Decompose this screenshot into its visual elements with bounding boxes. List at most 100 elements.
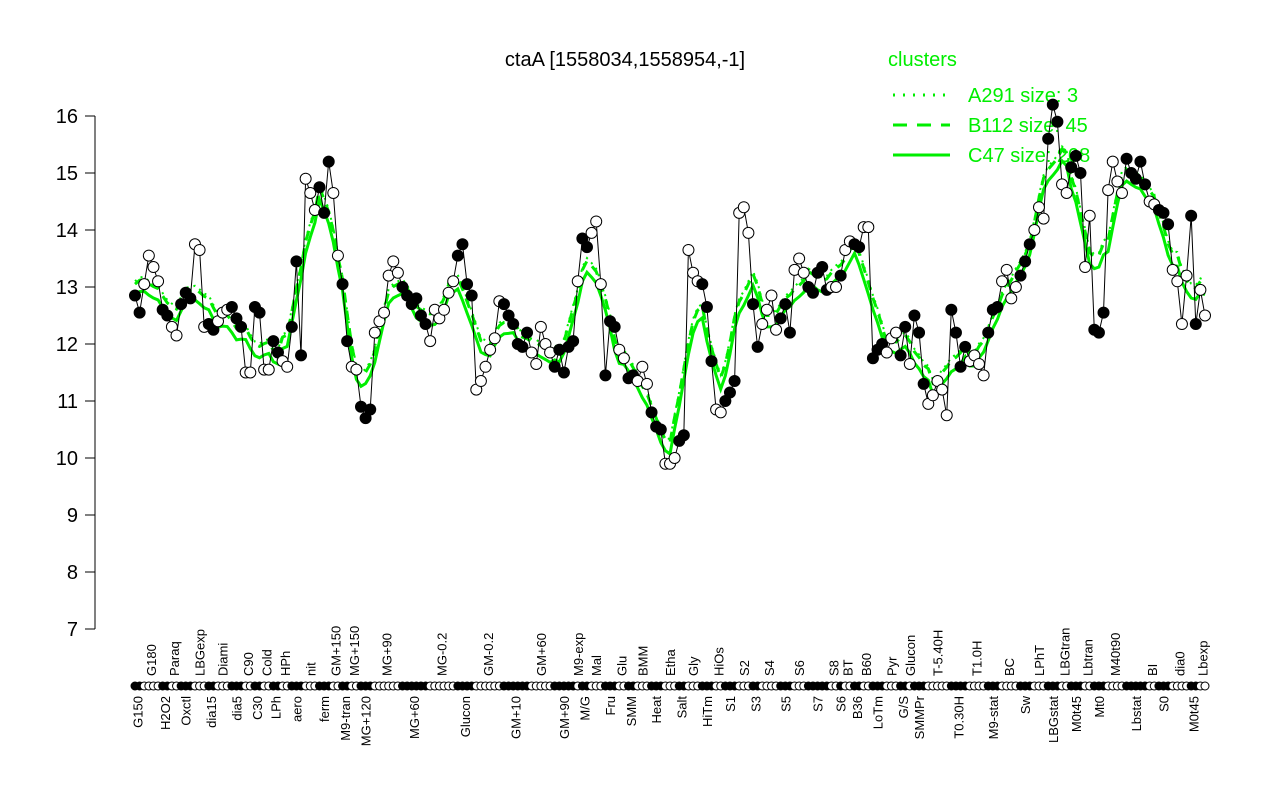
x-tick-label: S4 <box>762 660 777 676</box>
data-point <box>521 326 534 339</box>
x-tick-label: Paraq <box>167 641 182 676</box>
x-tick-label: B36 <box>850 696 865 719</box>
data-point <box>982 326 995 339</box>
data-point <box>654 423 667 436</box>
data-point <box>364 403 377 416</box>
data-point <box>959 340 972 353</box>
data-point <box>313 181 326 194</box>
x-tick-label: S5 <box>778 696 793 712</box>
data-point <box>497 298 510 311</box>
data-point <box>949 326 962 339</box>
data-point <box>806 286 819 299</box>
data-point <box>262 363 275 376</box>
data-point <box>442 286 455 299</box>
data-point <box>1092 326 1105 339</box>
data-point <box>996 275 1009 288</box>
data-point <box>668 452 681 464</box>
legend: clusters A291 size: 3 B112 size: 45 C47 … <box>888 49 1090 167</box>
x-tick-label: Oxctl <box>179 696 194 726</box>
x-tick-label: Diami <box>216 643 231 676</box>
y-tick-label: 15 <box>56 163 78 185</box>
data-point <box>1106 155 1119 168</box>
data-point <box>936 383 949 396</box>
y-tick-label: 10 <box>56 448 78 470</box>
data-point <box>1065 161 1078 174</box>
data-point <box>142 249 155 262</box>
data-point <box>1009 281 1022 293</box>
data-point <box>608 320 621 333</box>
cluster-line-b112 <box>134 146 1206 446</box>
x-tick-label: BC <box>1002 658 1017 676</box>
sample-marker <box>1200 681 1210 691</box>
x-tick-label: M/G <box>578 696 593 721</box>
x-tick-label: MG+120 <box>359 696 374 746</box>
x-tick-label: G/S <box>896 696 911 719</box>
x-tick-label: SMMPr <box>912 695 927 739</box>
data-point <box>894 349 907 362</box>
x-tick-label: BT <box>841 659 856 676</box>
x-tick-label: M0t45 <box>1186 696 1201 732</box>
x-tick-label: GM+90 <box>557 696 572 739</box>
x-tick-label: LoTm <box>871 696 886 729</box>
data-point <box>184 292 197 305</box>
data-point <box>696 278 709 291</box>
data-point <box>1139 178 1152 191</box>
data-point <box>714 406 727 419</box>
data-point <box>488 332 501 345</box>
x-tick-label: GM+150 <box>329 626 344 676</box>
x-tick-label: S3 <box>748 696 763 712</box>
data-point <box>193 243 206 256</box>
x-tick-label: HPh <box>278 651 293 676</box>
data-point <box>1069 149 1082 162</box>
data-point <box>599 369 612 382</box>
x-tick-label: Mt0 <box>1092 696 1107 718</box>
data-point <box>331 249 344 262</box>
data-point <box>913 326 926 339</box>
y-tick-label: 14 <box>56 220 78 242</box>
data-point <box>1102 184 1115 197</box>
data-point <box>1162 218 1175 231</box>
x-tick-label: M9-exp <box>571 633 586 676</box>
data-point <box>378 306 391 319</box>
data-point <box>548 360 561 373</box>
data-point <box>1157 206 1170 219</box>
data-point <box>299 172 312 185</box>
data-point <box>1032 201 1045 214</box>
data-point <box>525 346 538 359</box>
data-point <box>742 226 755 239</box>
data-point <box>161 309 174 322</box>
data-point <box>341 335 354 348</box>
y-tick-label: 12 <box>56 334 78 356</box>
data-point <box>1166 263 1179 276</box>
data-point <box>774 312 787 325</box>
x-tick-label: GM+10 <box>508 696 523 739</box>
x-tick-label: GM+60 <box>534 633 549 676</box>
x-tick-label: LPh <box>269 696 284 719</box>
x-tick-label: C90 <box>241 652 256 676</box>
data-point <box>1129 172 1142 185</box>
data-point <box>534 320 547 333</box>
x-tick-label: M40t90 <box>1108 633 1123 676</box>
data-point <box>474 375 487 388</box>
x-tick-label: M9-stat <box>986 696 1001 740</box>
data-point <box>327 186 340 199</box>
data-point <box>451 249 464 262</box>
x-tick-label: MG+150 <box>347 626 362 676</box>
data-point <box>1051 115 1064 128</box>
x-tick-label: B60 <box>859 653 874 676</box>
data-point <box>645 406 658 419</box>
y-tick-label: 13 <box>56 277 78 299</box>
data-point <box>728 375 741 388</box>
x-tick-label: LPhT <box>1032 645 1047 676</box>
x-tick-label: BI <box>1145 664 1160 676</box>
y-tick-label: 9 <box>67 505 78 527</box>
data-point <box>926 389 939 402</box>
data-point <box>175 298 188 311</box>
data-point <box>585 226 598 239</box>
x-tick-label: Lbstat <box>1129 696 1144 732</box>
data-point <box>977 369 990 382</box>
x-tick-label: H2O2 <box>158 696 173 730</box>
data-point <box>737 201 750 214</box>
x-tick-label: aero <box>289 696 304 722</box>
x-tick-label: dia15 <box>204 696 219 728</box>
